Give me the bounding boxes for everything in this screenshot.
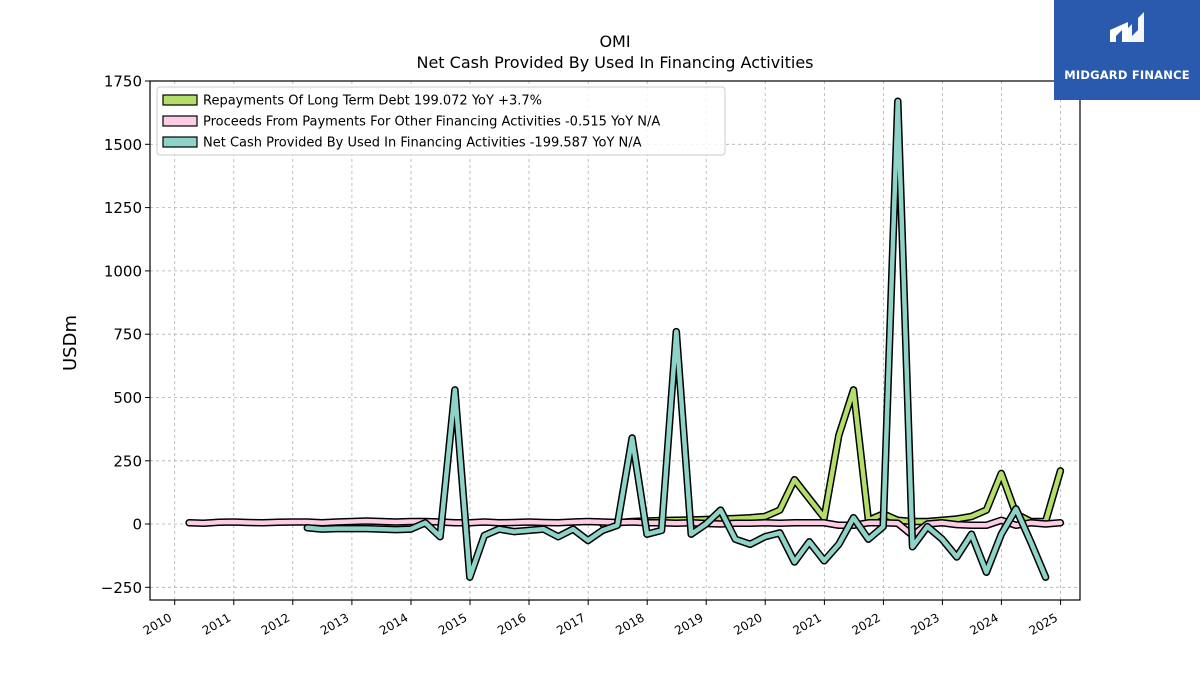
x-tick-label: 2010 <box>141 610 174 637</box>
y-tick-label: 750 <box>113 326 142 344</box>
x-tick-label: 2021 <box>790 610 823 637</box>
brand-logo: MIDGARD FINANCE <box>1054 0 1200 100</box>
y-tick-label: 1750 <box>104 73 142 91</box>
logo-mark-icon <box>1110 12 1144 42</box>
x-tick-label: 2016 <box>495 610 528 637</box>
chart-title: OMI <box>599 32 630 51</box>
x-tick-label: 2019 <box>672 610 705 637</box>
series-2-line <box>305 99 1048 580</box>
x-tick-label: 2022 <box>849 610 882 637</box>
x-tick-label: 2024 <box>967 610 1000 637</box>
x-tick-label: 2018 <box>613 610 646 637</box>
y-tick-label: 1500 <box>104 136 142 154</box>
y-axis-label: USDm <box>60 315 81 371</box>
x-tick-label: 2011 <box>200 610 233 637</box>
logo-text: MIDGARD FINANCE <box>1064 68 1190 82</box>
y-tick-label: 0 <box>132 516 142 534</box>
y-tick-label: 1000 <box>104 262 142 280</box>
legend: Repayments Of Long Term Debt 199.072 YoY… <box>156 86 726 156</box>
legend-box <box>156 86 726 156</box>
y-tick-label: 500 <box>113 389 142 407</box>
x-tick-label: 2017 <box>554 610 587 637</box>
x-tick-label: 2014 <box>377 610 410 637</box>
x-tick-label: 2025 <box>1027 610 1060 637</box>
legend-label: Repayments Of Long Term Debt 199.072 YoY… <box>203 94 542 109</box>
plot-frame <box>149 80 1081 601</box>
axes: −250 0 250 500 750 1000 1250 1500 1750 2010 2011 20… <box>101 73 1062 638</box>
x-tick-label: 2020 <box>731 610 764 637</box>
legend-label: Net Cash Provided By Used In Financing A… <box>203 136 642 151</box>
y-tick-label: −250 <box>101 579 142 597</box>
legend-swatch <box>162 115 198 127</box>
chart-subtitle: Net Cash Provided By Used In Financing A… <box>416 53 813 72</box>
legend-label: Proceeds From Payments For Other Financi… <box>203 115 660 130</box>
series-layer <box>185 97 1065 581</box>
x-tick-label: 2023 <box>908 610 941 637</box>
y-tick-label: 250 <box>113 452 142 470</box>
x-tick-label: 2012 <box>259 610 292 637</box>
x-tick-label: 2015 <box>436 610 469 637</box>
legend-swatch <box>162 94 198 106</box>
legend-swatch <box>162 136 198 148</box>
x-tick-label: 2013 <box>318 610 351 637</box>
y-tick-label: 1250 <box>104 199 142 217</box>
